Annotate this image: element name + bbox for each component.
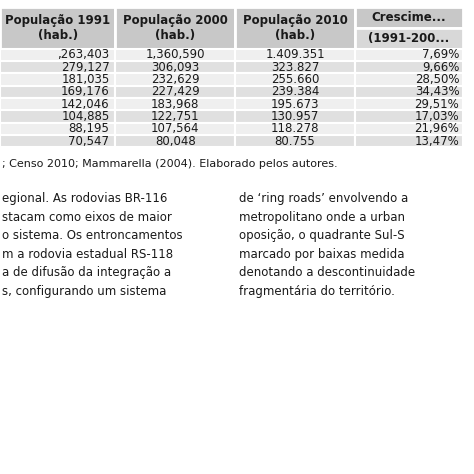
Bar	[235, 135, 355, 147]
Bar	[115, 135, 235, 147]
Text: 232,629: 232,629	[151, 73, 200, 86]
Bar	[355, 28, 463, 49]
Bar	[0, 98, 115, 110]
Bar	[355, 73, 463, 86]
Text: (1991-200...: (1991-200...	[368, 32, 450, 45]
Text: 323.827: 323.827	[271, 61, 319, 74]
Bar	[355, 110, 463, 123]
Bar	[355, 61, 463, 73]
Bar	[0, 123, 115, 135]
Text: População 2000
(hab.): População 2000 (hab.)	[123, 14, 228, 42]
Bar	[355, 7, 463, 28]
Text: 104,885: 104,885	[61, 110, 109, 123]
Bar	[0, 135, 115, 147]
Text: População 2010
(hab.): População 2010 (hab.)	[243, 14, 347, 42]
Bar	[355, 135, 463, 147]
Text: Crescime...: Crescime...	[372, 11, 447, 24]
Bar	[235, 7, 355, 49]
Bar	[115, 98, 235, 110]
Text: 34,43%: 34,43%	[415, 85, 459, 99]
Text: 28,50%: 28,50%	[415, 73, 459, 86]
Text: 88,195: 88,195	[69, 122, 109, 136]
Bar	[0, 110, 115, 123]
Text: 29,51%: 29,51%	[415, 98, 459, 111]
Bar	[115, 123, 235, 135]
Text: 107,564: 107,564	[151, 122, 200, 136]
Bar	[115, 7, 235, 49]
Text: 80.755: 80.755	[275, 135, 315, 148]
Bar	[115, 73, 235, 86]
Text: 255.660: 255.660	[271, 73, 319, 86]
Bar	[235, 73, 355, 86]
Text: População 1991
(hab.): População 1991 (hab.)	[5, 14, 110, 42]
Bar	[115, 61, 235, 73]
Text: 195.673: 195.673	[271, 98, 319, 111]
Bar	[235, 123, 355, 135]
Bar	[355, 49, 463, 61]
Text: 183,968: 183,968	[151, 98, 200, 111]
Text: 130.957: 130.957	[271, 110, 319, 123]
Bar	[0, 7, 115, 49]
Text: 227,429: 227,429	[151, 85, 200, 99]
Bar	[235, 98, 355, 110]
Text: 181,035: 181,035	[61, 73, 109, 86]
Bar	[0, 86, 115, 98]
Text: 142,046: 142,046	[61, 98, 109, 111]
Bar	[115, 86, 235, 98]
Bar	[0, 73, 115, 86]
Bar	[115, 49, 235, 61]
Bar	[0, 61, 115, 73]
Text: ; Censo 2010; Mammarella (2004). Elaborado pelos autores.: ; Censo 2010; Mammarella (2004). Elabora…	[2, 159, 338, 169]
Text: 21,96%: 21,96%	[414, 122, 459, 136]
Bar	[355, 98, 463, 110]
Text: 169,176: 169,176	[61, 85, 109, 99]
Text: 13,47%: 13,47%	[415, 135, 459, 148]
Text: 306,093: 306,093	[151, 61, 199, 74]
Text: 239.384: 239.384	[271, 85, 319, 99]
Bar	[235, 110, 355, 123]
Bar	[235, 61, 355, 73]
Bar	[235, 86, 355, 98]
Text: 1,360,590: 1,360,590	[146, 48, 205, 62]
Text: 9,66%: 9,66%	[422, 61, 459, 74]
Text: 118.278: 118.278	[271, 122, 319, 136]
Bar	[355, 123, 463, 135]
Bar	[235, 49, 355, 61]
Text: ,263,403: ,263,403	[57, 48, 109, 62]
Text: 80,048: 80,048	[155, 135, 195, 148]
Text: 1.409.351: 1.409.351	[265, 48, 325, 62]
Bar	[0, 49, 115, 61]
Text: 122,751: 122,751	[151, 110, 200, 123]
Text: 70,547: 70,547	[69, 135, 109, 148]
Text: 17,03%: 17,03%	[415, 110, 459, 123]
Text: egional. As rodovias BR-116
stacam como eixos de maior
o sistema. Os entroncamen: egional. As rodovias BR-116 stacam como …	[2, 192, 183, 298]
Text: 279,127: 279,127	[61, 61, 109, 74]
Text: de ‘ring roads’ envolvendo a
metropolitano onde a urban
oposição, o quadrante Su: de ‘ring roads’ envolvendo a metropolita…	[239, 192, 416, 298]
Bar	[355, 86, 463, 98]
Bar	[115, 110, 235, 123]
Text: 7,69%: 7,69%	[422, 48, 459, 62]
